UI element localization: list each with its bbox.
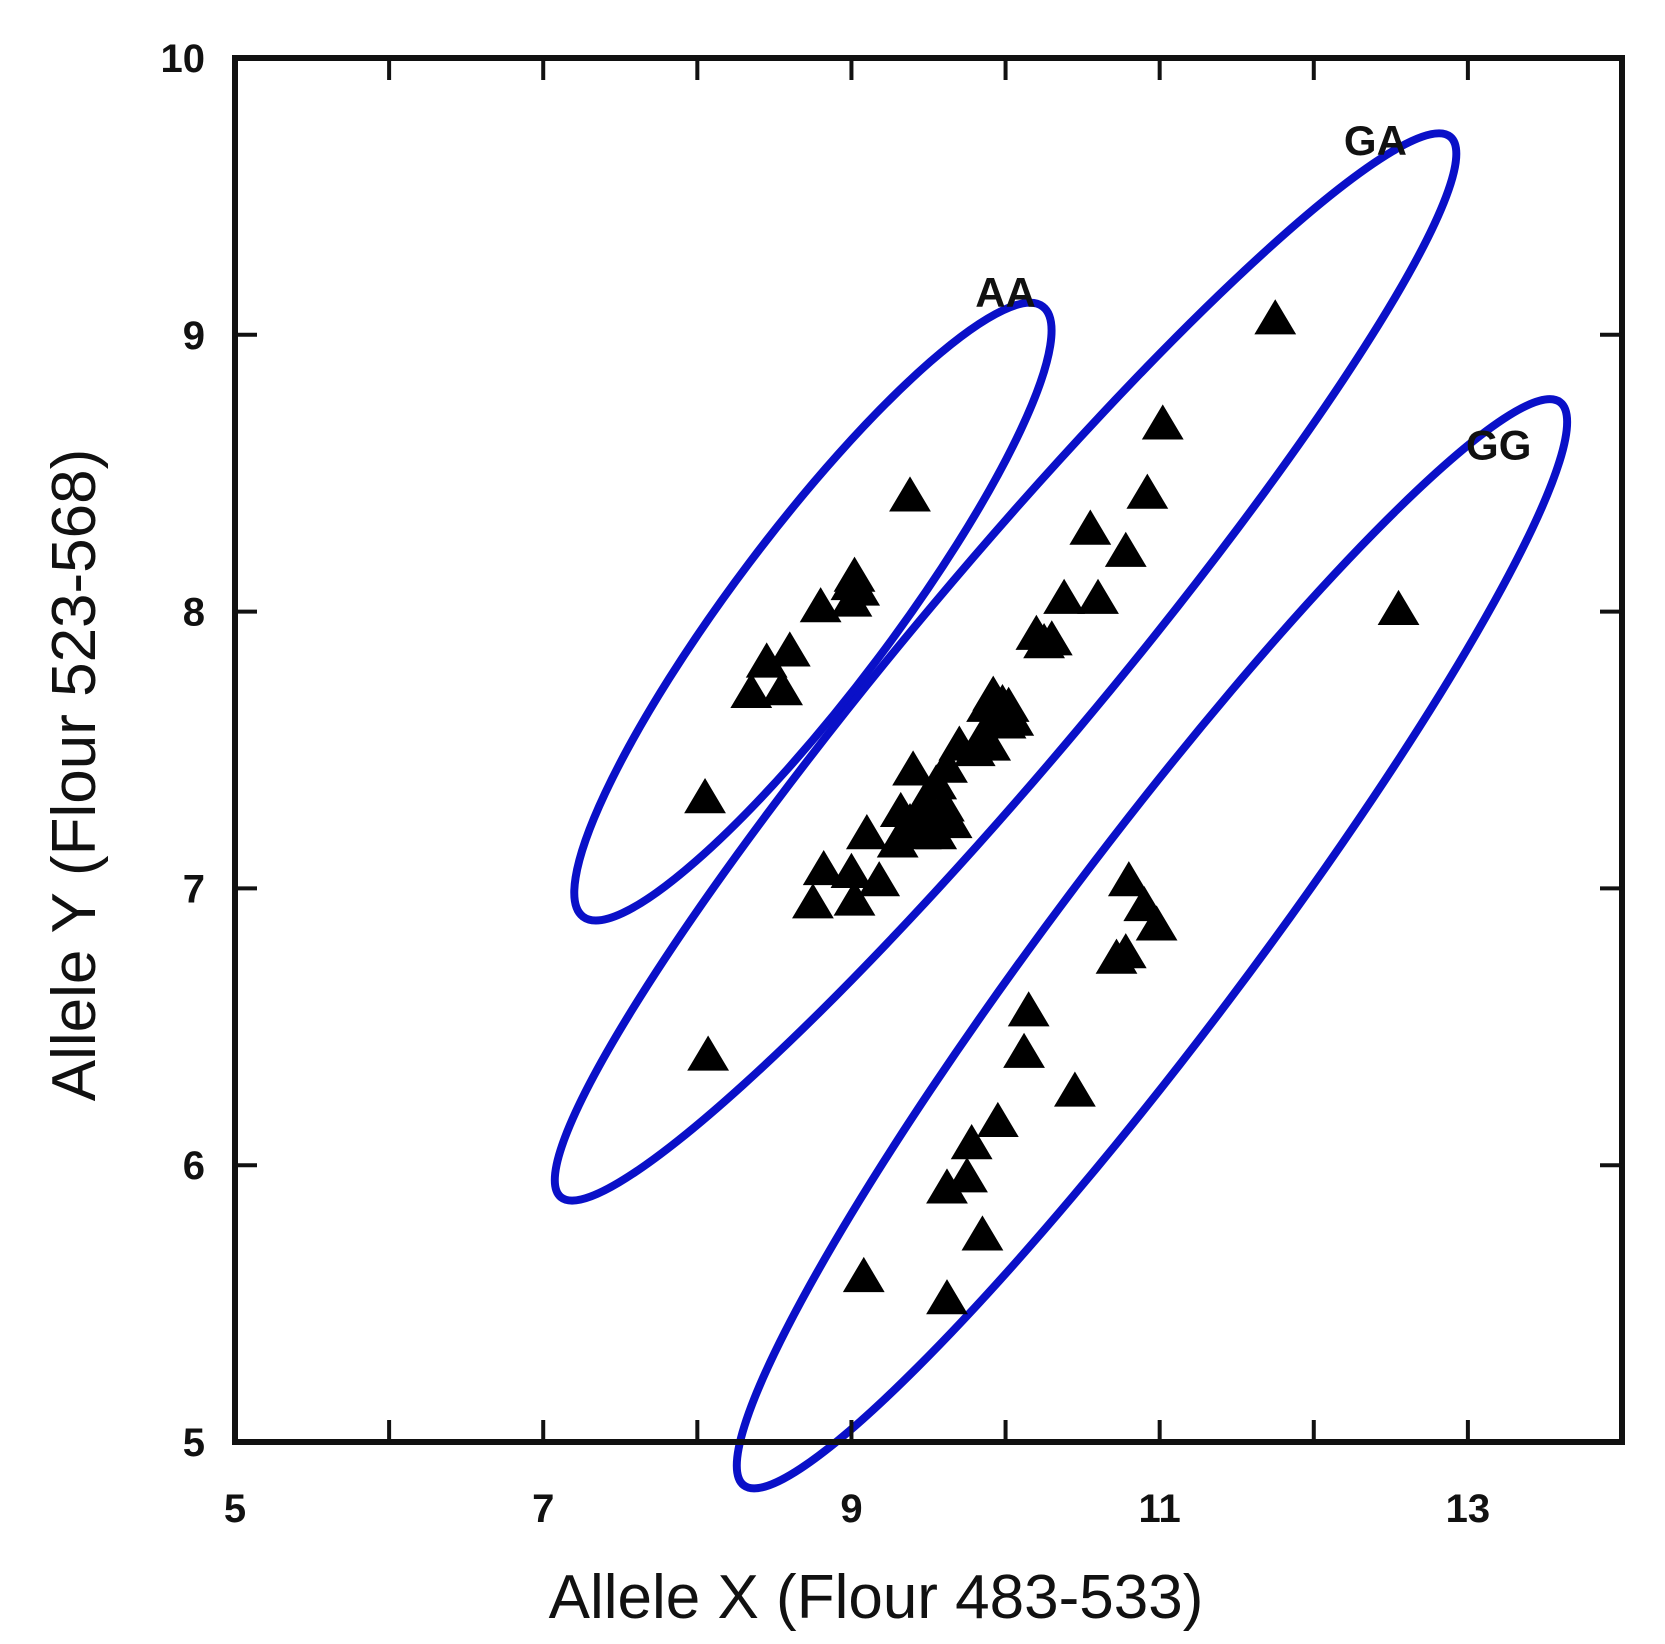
data-point <box>961 1215 1004 1251</box>
x-tick-label: 13 <box>1446 1487 1491 1531</box>
cluster-ellipse-gg <box>732 395 1572 1493</box>
data-point <box>845 814 888 850</box>
data-point <box>1069 509 1112 545</box>
y-tick-label: 9 <box>183 314 205 358</box>
data-point <box>792 883 834 919</box>
data-point <box>761 670 803 706</box>
data-point <box>833 880 876 916</box>
data-point <box>1107 861 1150 897</box>
data-point <box>842 1256 885 1293</box>
tick-labels: 5 7 9 11 13 5 6 7 8 9 10 <box>161 37 1491 1531</box>
x-tick-label: 11 <box>1139 1487 1181 1531</box>
x-tick-label: 9 <box>840 1487 862 1531</box>
data-point <box>830 852 873 888</box>
data-point <box>1104 531 1147 567</box>
data-point <box>833 556 876 592</box>
cluster-ellipse-ga <box>550 129 1461 1205</box>
data-point <box>684 778 726 814</box>
cluster-label-ga: GA <box>1344 117 1407 164</box>
plot-frame <box>232 55 1625 1445</box>
data-point <box>950 1124 993 1160</box>
cluster-label-aa: AA <box>975 269 1036 316</box>
data-point <box>976 1101 1019 1138</box>
data-point <box>926 1279 968 1315</box>
data-points <box>684 299 1420 1315</box>
data-point <box>1141 404 1184 440</box>
data-point <box>946 1157 988 1193</box>
y-tick-label: 8 <box>183 591 205 635</box>
x-axis-title: Allele X (Flour 483-533) <box>549 1563 1204 1632</box>
data-point <box>858 861 901 897</box>
cluster-label-gg: GG <box>1466 421 1531 468</box>
data-point <box>1043 578 1086 614</box>
data-point <box>768 631 811 667</box>
data-point <box>926 747 968 783</box>
data-point <box>992 700 1035 736</box>
x-tick-label: 7 <box>532 1487 554 1531</box>
data-point <box>1135 905 1178 941</box>
cluster-ellipses <box>550 129 1572 1493</box>
data-point <box>926 1168 968 1204</box>
y-tick-label: 5 <box>183 1421 205 1465</box>
data-point <box>1104 933 1147 969</box>
data-point <box>1254 299 1297 335</box>
x-tick-label: 5 <box>224 1487 246 1531</box>
y-tick-label: 7 <box>183 867 205 911</box>
data-point <box>687 1035 730 1071</box>
data-point <box>1007 991 1050 1027</box>
data-point <box>1030 620 1073 656</box>
data-point <box>799 587 842 623</box>
data-point <box>892 750 934 786</box>
data-point <box>889 476 931 512</box>
data-point <box>1003 1032 1045 1068</box>
data-point <box>1377 589 1420 625</box>
data-point <box>1054 1071 1096 1107</box>
data-point <box>745 642 788 678</box>
y-tick-label: 6 <box>183 1144 205 1188</box>
y-axis-title: Allele Y (Flour 523-568) <box>40 449 109 1102</box>
y-tick-label: 10 <box>161 37 206 81</box>
data-point <box>802 850 845 886</box>
data-point <box>1077 578 1119 614</box>
data-point <box>1126 473 1169 509</box>
data-point <box>730 672 773 709</box>
axis-ticks <box>233 56 1622 1444</box>
data-point <box>969 725 1012 761</box>
cluster-labels: AA GA GG <box>975 117 1531 468</box>
cluster-ellipse-aa <box>570 298 1056 925</box>
data-point <box>930 802 973 839</box>
